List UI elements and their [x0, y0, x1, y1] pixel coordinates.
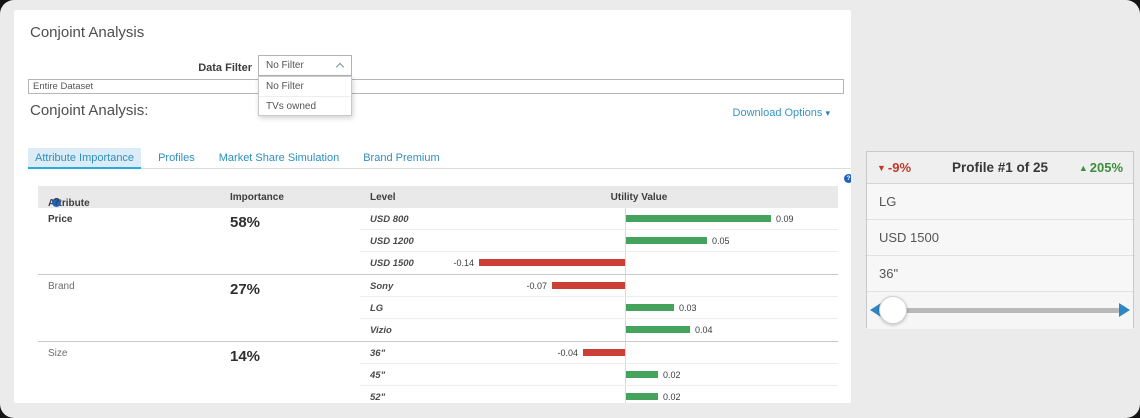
level-label: Vizio: [370, 325, 392, 336]
header-utility-value: Utility Value: [610, 192, 668, 203]
profile-item-36: 36": [867, 256, 1133, 292]
table-header: Attribute? Importance Level Utility Valu…: [38, 186, 838, 209]
level-label: USD 800: [370, 214, 409, 225]
level-label: USD 1500: [370, 258, 414, 269]
utility-bar: [626, 237, 707, 244]
utility-value-label: 0.09: [776, 214, 794, 224]
utility-bar: [626, 215, 771, 222]
utility-value-label: 0.05: [712, 236, 730, 246]
attribute-group-size: Size 14% 36" -0.04 45" 0.02 52" 0.02: [38, 342, 838, 403]
tab-profiles[interactable]: Profiles: [158, 152, 195, 164]
attribute-name: Price: [48, 214, 73, 225]
level-row-lg: LG 0.03: [360, 297, 838, 319]
slider-prev-arrow[interactable]: [870, 303, 881, 317]
zero-axis-line: [625, 208, 626, 403]
utility-table: Attribute? Importance Level Utility Valu…: [38, 186, 838, 403]
menu-item-tvs-owned[interactable]: TVs owned: [259, 96, 351, 115]
profile-items: LG USD 1500 36": [867, 184, 1133, 292]
data-filter-dropdown-menu: No Filter TVs owned: [258, 76, 352, 116]
utility-bar: [552, 282, 625, 289]
profile-item-lg: LG: [867, 184, 1133, 220]
utility-value-label: 0.04: [695, 325, 713, 335]
attribute-name: Brand: [48, 281, 75, 292]
slider-track[interactable]: [880, 308, 1120, 313]
utility-value-label: -0.14: [453, 258, 474, 268]
importance-value: 58%: [229, 214, 261, 231]
level-label: 52": [370, 392, 386, 403]
slider-handle[interactable]: [879, 296, 907, 324]
level-row-52: 52" 0.02: [360, 386, 838, 403]
download-options-label: Download Options: [732, 107, 823, 119]
tab-attribute-importance[interactable]: Attribute Importance: [28, 148, 142, 169]
level-row-vizio: Vizio 0.04: [360, 319, 838, 341]
tab-brand-premium[interactable]: Brand Premium: [363, 152, 440, 164]
utility-bar: [479, 259, 625, 266]
utility-value-label: -0.04: [557, 348, 578, 358]
chevron-up-icon: [335, 62, 345, 72]
utility-value-label: -0.07: [526, 281, 547, 291]
profile-panel-header: ▼ -9% Profile #1 of 25 ▲ 205%: [867, 152, 1133, 184]
level-label: Sony: [370, 281, 394, 292]
utility-value-label: 0.02: [663, 392, 681, 402]
data-filter-selected-value: No Filter: [266, 60, 304, 71]
section-title: Conjoint Analysis:: [30, 102, 149, 119]
level-row-usd-1500: USD 1500 -0.14: [360, 252, 838, 274]
page-title: Conjoint Analysis: [30, 24, 145, 41]
data-filter-label: Data Filter: [198, 62, 252, 74]
decrease-badge: ▼ -9%: [877, 160, 912, 175]
profile-panel: ▼ -9% Profile #1 of 25 ▲ 205% LG USD 1500 36…: [866, 151, 1134, 329]
level-row-36: 36" -0.04: [360, 342, 838, 364]
attribute-group-price: Price 58% USD 800 0.09 USD 1200 0.05 USD 1500 -…: [38, 208, 838, 275]
level-label: USD 1200: [370, 236, 414, 247]
caret-down-icon: ▾: [825, 108, 830, 118]
attribute-group-brand: Brand 27% Sony -0.07 LG 0.03 Vizio 0.04: [38, 275, 838, 342]
menu-item-no-filter[interactable]: No Filter: [266, 81, 304, 92]
profile-item-usd-1500: USD 1500: [867, 220, 1133, 256]
level-label: 45": [370, 370, 386, 381]
level-row-usd-1200: USD 1200 0.05: [360, 230, 838, 252]
header-importance: Importance: [230, 192, 284, 203]
attribute-name: Size: [48, 348, 68, 359]
tab-market-share-simulation[interactable]: Market Share Simulation: [218, 152, 340, 164]
utility-value-label: 0.02: [663, 370, 681, 380]
utility-bar: [626, 371, 658, 378]
dataset-input[interactable]: [28, 79, 844, 94]
level-label: LG: [370, 303, 384, 314]
importance-value: 27%: [229, 281, 261, 298]
download-options-button[interactable]: Download Options ▾: [733, 107, 830, 119]
tabs: Attribute Importance Profiles Market Share…: [28, 148, 851, 169]
utility-bar: [583, 349, 625, 356]
table-body: Price 58% USD 800 0.09 USD 1200 0.05 USD 1500 -…: [38, 208, 838, 403]
chart-help-icon[interactable]: ?: [844, 174, 851, 183]
utility-bar: [626, 393, 658, 400]
utility-bar: [626, 326, 690, 333]
utility-bar: [626, 304, 674, 311]
profile-title: Profile #1 of 25: [951, 160, 1049, 175]
level-row-sony: Sony -0.07: [360, 275, 838, 297]
attribute-help-icon[interactable]: ?: [52, 197, 61, 208]
data-filter-select[interactable]: No Filter: [258, 55, 352, 76]
header-level: Level: [370, 192, 396, 203]
level-row-45: 45" 0.02: [360, 364, 838, 386]
triangle-down-icon: ▼: [877, 163, 886, 173]
triangle-up-icon: ▲: [1078, 163, 1088, 173]
conjoint-analysis-card: Conjoint Analysis Data Filter No Filter …: [14, 10, 851, 403]
level-label: 36": [370, 348, 386, 359]
profile-slider: [867, 292, 1133, 329]
level-row-usd-800: USD 800 0.09: [360, 208, 838, 230]
importance-value: 14%: [229, 348, 261, 365]
utility-value-label: 0.03: [679, 303, 697, 313]
slider-next-arrow[interactable]: [1119, 303, 1130, 317]
increase-badge: ▲ 205%: [1078, 160, 1123, 175]
